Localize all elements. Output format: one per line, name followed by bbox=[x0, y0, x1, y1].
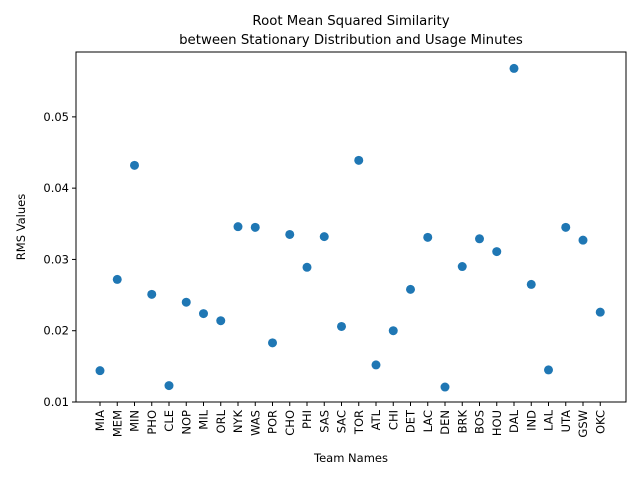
data-point-det bbox=[406, 284, 415, 294]
x-tick-label: CHI bbox=[386, 410, 400, 430]
x-tick-label: SAC bbox=[335, 410, 349, 433]
data-point-brk bbox=[457, 262, 467, 272]
data-point-ind bbox=[526, 279, 536, 289]
x-tick-label: BOS bbox=[473, 410, 487, 434]
data-point-phi bbox=[302, 262, 312, 272]
data-point-nop bbox=[181, 297, 191, 307]
x-tick-label: PHO bbox=[145, 410, 159, 435]
x-tick-label: PHI bbox=[300, 410, 314, 429]
x-tick-label: MEM bbox=[110, 410, 124, 437]
data-points bbox=[95, 63, 605, 392]
data-point-den bbox=[440, 382, 450, 392]
data-point-gsw bbox=[578, 235, 588, 245]
y-axis-ticks: 0.01 0.02 0.03 0.04 0.05 bbox=[43, 110, 76, 409]
data-point-mia bbox=[95, 366, 105, 376]
data-point-min bbox=[130, 160, 139, 170]
x-tick-label: OKC bbox=[593, 410, 607, 434]
x-tick-label: TOR bbox=[352, 410, 366, 435]
data-point-atl bbox=[371, 360, 381, 370]
data-point-tor bbox=[354, 155, 364, 165]
x-tick-label: UTA bbox=[559, 410, 573, 433]
data-point-orl bbox=[216, 316, 226, 326]
y-tick-label: 0.04 bbox=[43, 181, 69, 195]
chart-title-line-1: Root Mean Squared Similarity bbox=[252, 14, 449, 29]
x-tick-label: WAS bbox=[248, 410, 262, 436]
data-point-hou bbox=[492, 247, 502, 257]
x-tick-label: POR bbox=[266, 410, 280, 434]
x-tick-label: SAS bbox=[317, 410, 331, 433]
data-point-pho bbox=[147, 289, 157, 299]
x-tick-label: DAL bbox=[507, 409, 521, 433]
y-tick-label: 0.05 bbox=[43, 110, 69, 124]
x-tick-label: LAC bbox=[421, 410, 435, 432]
x-tick-label: NOP bbox=[179, 410, 193, 435]
x-tick-label: CLE bbox=[162, 410, 176, 432]
data-point-cho bbox=[285, 229, 295, 239]
x-tick-label: IND bbox=[524, 410, 538, 431]
x-tick-label: DEN bbox=[438, 410, 452, 435]
chart-title-line-2: between Stationary Distribution and Usag… bbox=[179, 33, 523, 48]
data-point-nyk bbox=[233, 222, 243, 232]
y-tick-label: 0.03 bbox=[43, 252, 69, 266]
data-point-cle bbox=[164, 381, 174, 391]
data-point-uta bbox=[561, 222, 571, 232]
x-tick-label: ORL bbox=[214, 409, 228, 433]
x-tick-label: HOU bbox=[490, 410, 504, 436]
x-axis-ticks: MIA MEM MIN PHO CLE NOP MIL ORL NYK WAS POR CHO PHI S… bbox=[93, 402, 607, 438]
data-point-okc bbox=[595, 307, 605, 317]
data-point-mil bbox=[199, 309, 208, 319]
x-tick-label: LAL bbox=[542, 409, 556, 431]
data-point-chi bbox=[388, 326, 398, 336]
x-tick-label: BRK bbox=[455, 410, 469, 434]
x-tick-label: GSW bbox=[576, 410, 590, 438]
y-tick-label: 0.02 bbox=[43, 324, 69, 338]
data-point-mem bbox=[112, 274, 122, 284]
x-tick-label: NYK bbox=[231, 410, 245, 434]
data-point-sas bbox=[319, 232, 329, 242]
data-point-sac bbox=[337, 321, 346, 331]
data-point-lal bbox=[544, 365, 553, 375]
axes-frame bbox=[75, 51, 627, 403]
x-tick-label: MIL bbox=[197, 409, 211, 429]
data-point-bos bbox=[475, 234, 484, 244]
x-axis-label: Team Names bbox=[313, 451, 388, 465]
x-tick-label: MIN bbox=[128, 410, 142, 432]
data-point-dal bbox=[509, 63, 519, 73]
data-point-lac bbox=[423, 232, 433, 242]
x-tick-label: ATL bbox=[369, 409, 383, 430]
x-tick-label: DET bbox=[404, 409, 418, 433]
data-point-por bbox=[268, 338, 277, 348]
y-tick-label: 0.01 bbox=[43, 395, 69, 409]
x-tick-label: MIA bbox=[93, 410, 107, 431]
x-tick-label: CHO bbox=[283, 410, 297, 436]
data-point-was bbox=[250, 222, 260, 232]
y-axis-label: RMS Values bbox=[14, 194, 28, 260]
